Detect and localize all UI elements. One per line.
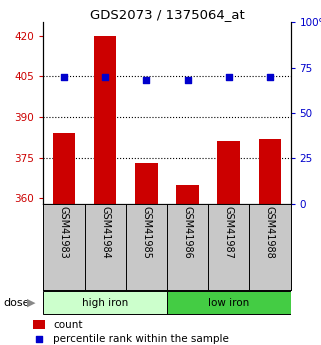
Point <box>185 78 190 83</box>
Point <box>144 78 149 83</box>
Text: GSM41984: GSM41984 <box>100 206 110 259</box>
Bar <box>53 133 75 204</box>
Bar <box>32 320 45 329</box>
Bar <box>217 141 240 204</box>
Bar <box>94 36 117 204</box>
Bar <box>259 139 281 204</box>
Bar <box>176 185 199 204</box>
Point <box>102 74 108 79</box>
Bar <box>135 163 158 204</box>
Text: percentile rank within the sample: percentile rank within the sample <box>53 334 229 344</box>
Point <box>61 74 66 79</box>
Text: dose: dose <box>3 298 30 308</box>
Point <box>267 74 273 79</box>
Text: GSM41985: GSM41985 <box>141 206 151 259</box>
Bar <box>167 291 291 314</box>
Title: GDS2073 / 1375064_at: GDS2073 / 1375064_at <box>90 8 244 21</box>
Text: count: count <box>53 321 82 331</box>
Text: GSM41983: GSM41983 <box>59 206 69 259</box>
Bar <box>43 291 167 314</box>
Text: GSM41987: GSM41987 <box>224 206 234 259</box>
Text: GSM41988: GSM41988 <box>265 206 275 259</box>
Point <box>36 336 41 341</box>
Point <box>226 74 231 79</box>
Text: ▶: ▶ <box>27 298 36 308</box>
Text: high iron: high iron <box>82 298 128 308</box>
Text: low iron: low iron <box>208 298 249 308</box>
Text: GSM41986: GSM41986 <box>183 206 193 259</box>
